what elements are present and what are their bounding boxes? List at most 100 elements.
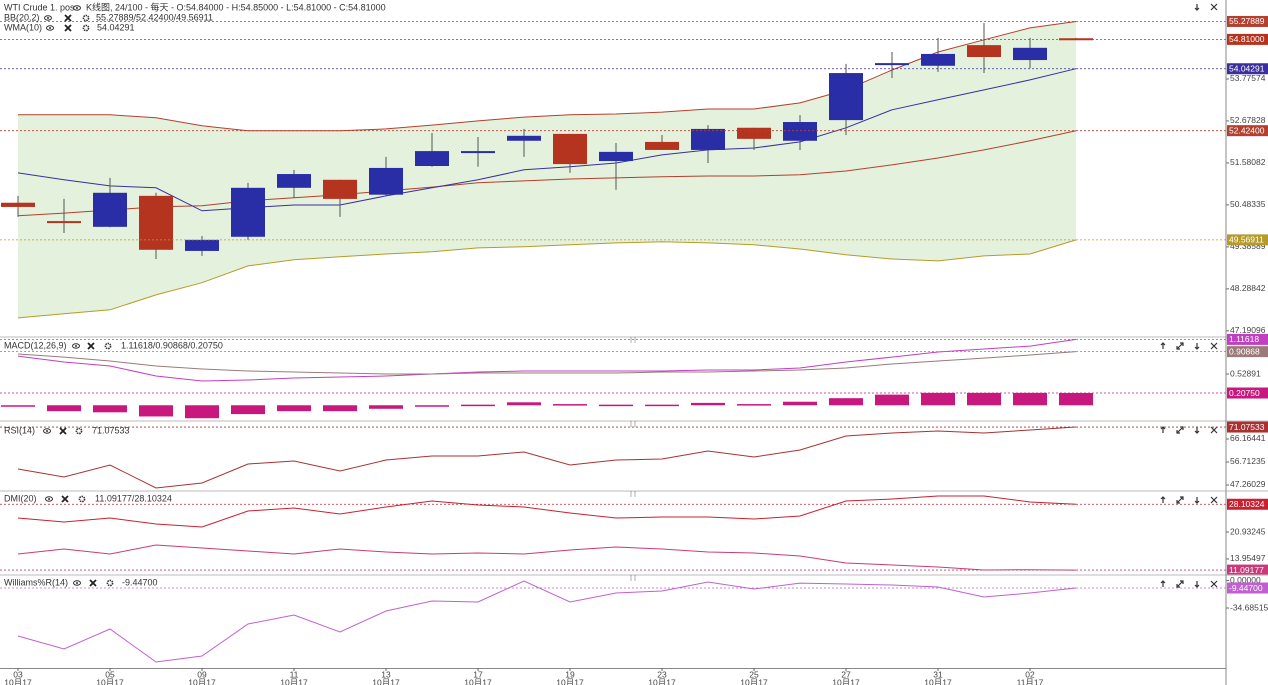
close-icon[interactable] (64, 14, 72, 22)
panel-grip (634, 423, 636, 425)
panel-button[interactable] (1210, 426, 1218, 434)
eye-icon[interactable] (45, 496, 53, 502)
indicator-line (17, 130, 1077, 217)
histogram-bar (277, 405, 311, 412)
x-tick-month: 10月17 (96, 677, 124, 685)
candle-body (645, 141, 679, 150)
value-badge (1227, 346, 1268, 358)
panel-button[interactable] (1160, 342, 1166, 349)
eye-icon[interactable] (73, 580, 81, 586)
indicator-line (17, 351, 1077, 375)
panel-grip (634, 421, 636, 423)
y-tick-label: 49.38589 (1230, 241, 1266, 251)
histogram-bar (645, 404, 679, 407)
eye-icon[interactable] (44, 15, 52, 21)
eye-icon[interactable] (75, 345, 77, 347)
value-badge (1227, 498, 1268, 510)
x-tick-label: 11 (290, 669, 299, 679)
legend-values: -9.44700 (122, 577, 158, 587)
eye-icon[interactable] (47, 17, 49, 19)
indicator-line (17, 544, 1077, 571)
histogram-bar (1013, 392, 1047, 406)
eye-icon[interactable] (46, 25, 54, 31)
x-tick-month: 10月17 (372, 677, 400, 685)
eye-icon[interactable] (76, 7, 78, 9)
panel-button[interactable] (1210, 3, 1218, 11)
close-icon[interactable] (59, 427, 67, 435)
histogram-bar (93, 405, 127, 413)
close-icon[interactable] (87, 342, 95, 350)
histogram-bar (369, 405, 403, 409)
histogram-bar (829, 398, 863, 406)
histogram-bar (783, 401, 817, 406)
value-badge-label: 28.10324 (1229, 499, 1265, 509)
panel-button[interactable] (1194, 4, 1200, 11)
settings-icon[interactable] (75, 427, 83, 435)
x-tick-label: 25 (749, 669, 759, 679)
legend-name: DMI(20) (4, 493, 37, 503)
band-fill (18, 21, 1076, 318)
eye-icon[interactable] (73, 5, 81, 11)
eye-icon[interactable] (49, 27, 51, 29)
panel-grip (630, 425, 632, 427)
panel-grip (630, 337, 632, 339)
close-icon[interactable] (61, 495, 69, 503)
y-tick-label: -34.68515 (1230, 602, 1268, 612)
candle-body (783, 122, 817, 141)
eye-icon[interactable] (76, 582, 78, 584)
panel-grip (634, 341, 636, 343)
candle-body (967, 45, 1001, 57)
eye-icon[interactable] (72, 343, 80, 349)
value-badge-label: 54.04291 (1229, 63, 1265, 73)
value-badge-label: 1.11618 (1229, 334, 1259, 344)
x-tick-month: 10月17 (556, 677, 584, 685)
value-badge (1227, 333, 1268, 345)
histogram-bar (1059, 393, 1093, 406)
indicator-line (17, 580, 1077, 663)
panel-button[interactable] (1160, 496, 1166, 503)
legend-name: Williams%R(14) (4, 577, 68, 587)
settings-icon[interactable] (82, 14, 90, 22)
settings-icon[interactable] (82, 24, 90, 32)
settings-icon[interactable] (104, 342, 112, 350)
chart-title: WTI Crude 1. pos (4, 2, 75, 12)
y-tick-label: 50.48335 (1230, 199, 1266, 209)
panel-button[interactable] (1194, 427, 1200, 434)
panel-button[interactable] (1176, 496, 1184, 504)
value-badge-label: 52.42400 (1229, 125, 1265, 135)
panel-button[interactable] (1194, 497, 1200, 504)
panel-button[interactable] (1210, 342, 1218, 350)
panel-button[interactable] (1160, 426, 1166, 433)
value-badge (1227, 15, 1268, 27)
histogram-bar (691, 402, 725, 406)
panel-grip (634, 577, 636, 579)
panel-grip (634, 425, 636, 427)
x-tick-month: 10月17 (464, 677, 492, 685)
panel-grip (630, 577, 632, 579)
panel-grip (634, 337, 636, 339)
eye-icon[interactable] (43, 428, 51, 434)
x-tick-label: 31 (933, 669, 943, 679)
panel-button[interactable] (1194, 343, 1200, 350)
panel-button[interactable] (1210, 580, 1218, 588)
eye-icon[interactable] (48, 498, 50, 500)
legend-name: BB(20,2) (4, 12, 40, 22)
close-icon[interactable] (89, 579, 97, 587)
indicator-line (18, 21, 1077, 132)
panel-grip (634, 495, 636, 497)
close-icon[interactable] (64, 24, 72, 32)
panel-button[interactable] (1176, 342, 1184, 350)
panel-button[interactable] (1210, 496, 1218, 504)
panel-grip (630, 579, 632, 581)
candle-body (231, 187, 265, 237)
panel-button[interactable] (1176, 580, 1184, 588)
settings-icon[interactable] (78, 495, 86, 503)
eye-icon[interactable] (46, 430, 48, 432)
settings-icon[interactable] (106, 579, 114, 587)
value-badge-label: -9.44700 (1229, 583, 1263, 593)
panel-button[interactable] (1160, 580, 1166, 587)
panel-button[interactable] (1194, 581, 1200, 588)
indicator-line (17, 338, 1077, 382)
candle-body (47, 221, 81, 224)
